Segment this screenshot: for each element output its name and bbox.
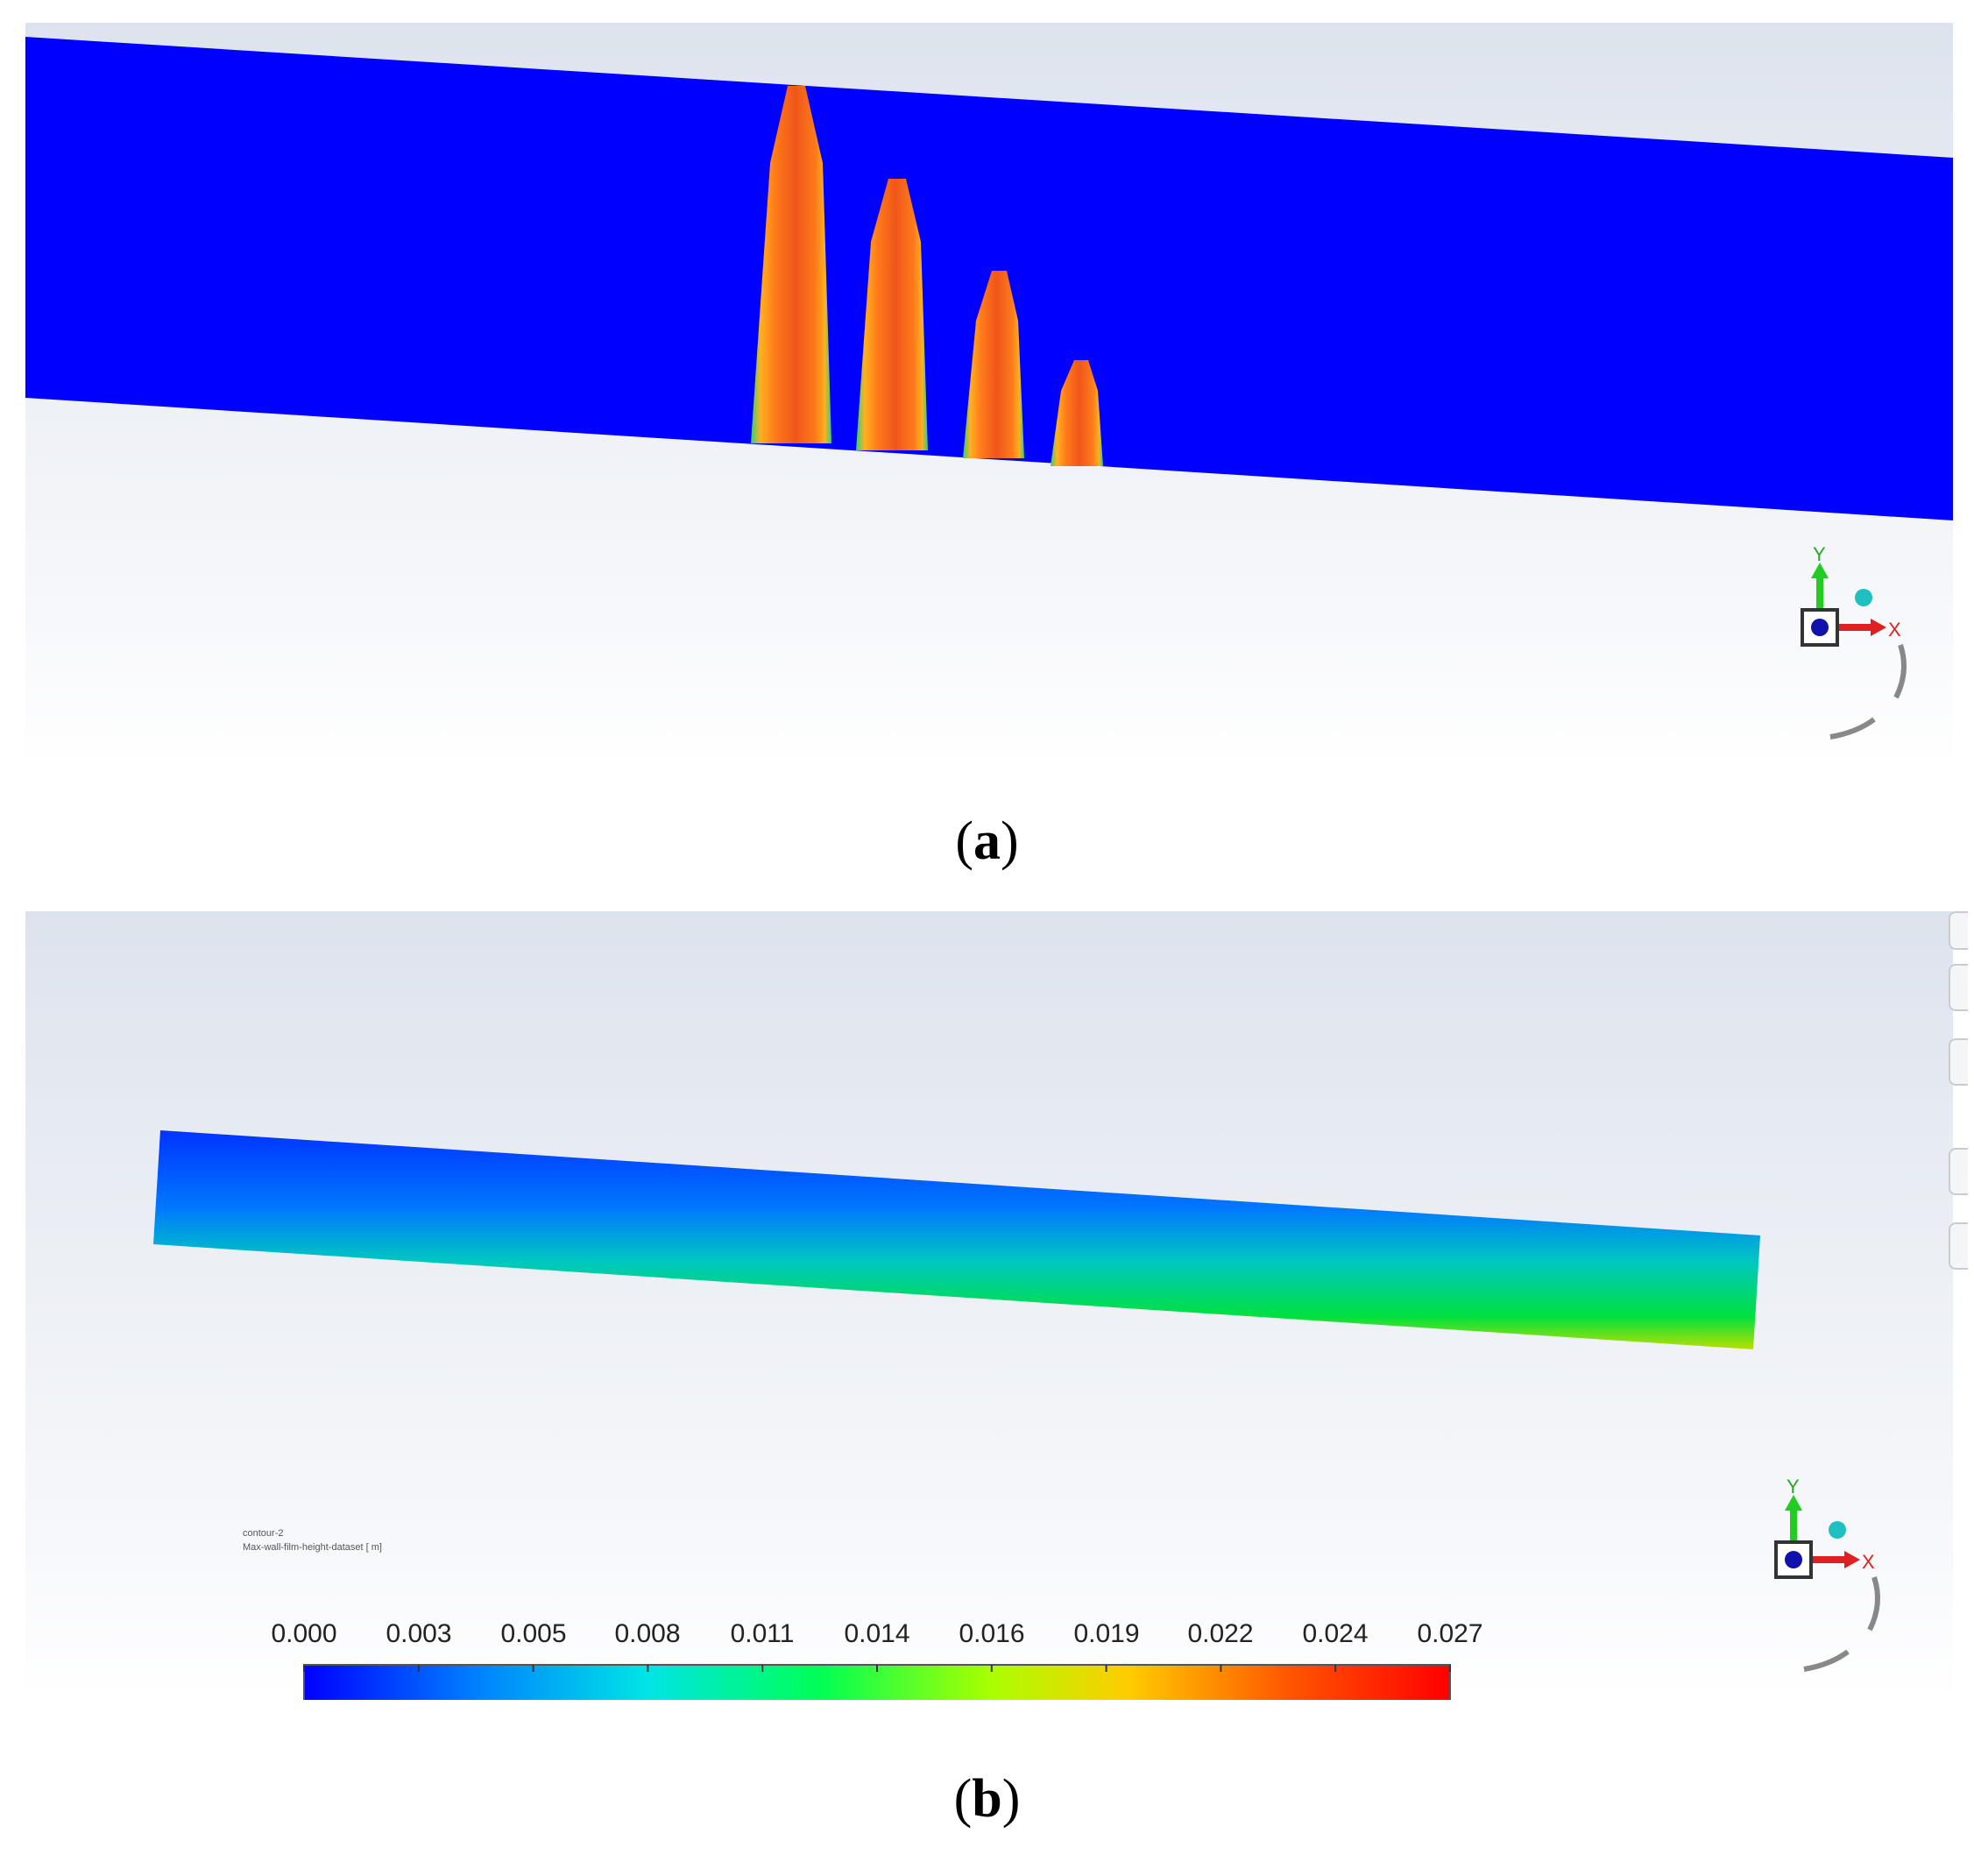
contour-view-a: Y X (25, 37, 1953, 740)
caption-a-letter: a (973, 811, 1001, 871)
contour-view-b: Y X (153, 1130, 1880, 1700)
colorbar-tick-label: 0.019 (1073, 1619, 1140, 1648)
colorbar-tick-label: 0.000 (271, 1619, 337, 1648)
colorbar-tick-label: 0.027 (1417, 1619, 1483, 1648)
caption-b: (b) (953, 1769, 1021, 1829)
caption-b-letter: b (972, 1769, 1002, 1829)
colorbar-tick-label: 0.011 (730, 1619, 795, 1648)
colorbar-tick-label: 0.003 (386, 1619, 452, 1648)
colorbar-tick-label: 0.022 (1187, 1619, 1254, 1648)
side-toolbar-button[interactable] (1949, 964, 1968, 1011)
axis-triad-b[interactable]: Y X (1774, 1476, 1880, 1672)
jet-1 (751, 86, 831, 443)
triad-y-label-b: Y (1787, 1476, 1800, 1497)
side-toolbar-button[interactable] (1949, 1038, 1968, 1086)
colorbar-ticks (303, 1665, 1451, 1672)
jet-3 (963, 271, 1024, 458)
legend-quantity: Max-wall-film-height-dataset [ m] (243, 1542, 382, 1553)
colorbar-tick-label: 0.014 (844, 1619, 910, 1648)
caption-a: (a) (955, 811, 1019, 871)
colorbar-tick-label: 0.024 (1302, 1619, 1369, 1648)
jet-2 (856, 179, 928, 450)
film-band-a (25, 37, 1953, 520)
legend-name: contour-2 (243, 1528, 284, 1539)
viewport-panel-b[interactable]: Y X contour-2 Max-wall-film-height-datas… (25, 911, 1953, 1700)
triad-x-label: X (1888, 619, 1901, 641)
viewport-panel-a[interactable]: Y X (25, 23, 1953, 768)
colorbar-tick-label: 0.005 (500, 1619, 567, 1648)
jet-4 (1051, 360, 1103, 466)
colorbar-tick-label: 0.016 (959, 1619, 1025, 1648)
triad-y-label: Y (1813, 543, 1826, 565)
film-band-b (153, 1130, 1760, 1349)
side-toolbar-button[interactable] (1949, 911, 1968, 950)
colorbar-tick-label: 0.008 (614, 1619, 681, 1648)
triad-x-label-b: X (1862, 1551, 1875, 1573)
side-toolbar-button[interactable] (1949, 1222, 1968, 1270)
axis-triad-a[interactable]: Y X (1801, 543, 1907, 740)
legend-title: contour-2 Max-wall-film-height-dataset [… (243, 1526, 382, 1554)
side-toolbar-button[interactable] (1949, 1148, 1968, 1195)
